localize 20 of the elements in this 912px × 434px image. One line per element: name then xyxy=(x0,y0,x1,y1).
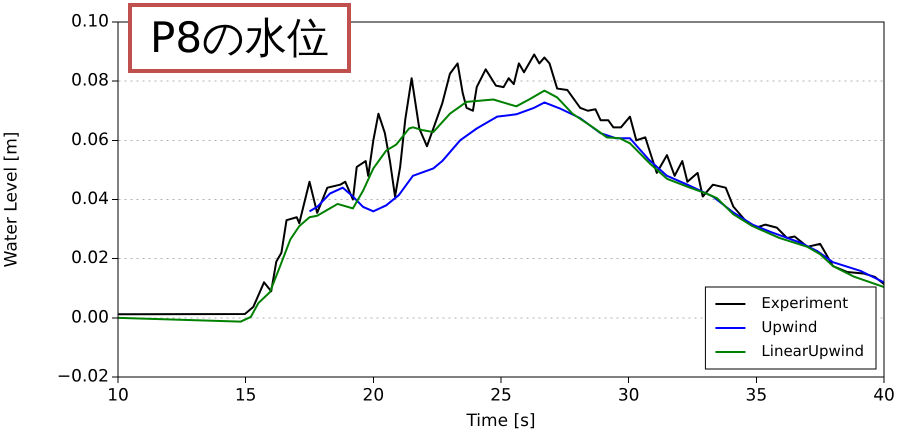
y-tick-label: −0.02 xyxy=(56,366,109,386)
y-tick-label: 0.02 xyxy=(71,248,109,268)
legend-label: LinearUpwind xyxy=(761,342,864,360)
y-tick-label: 0.10 xyxy=(71,11,109,32)
x-tick-label: 30 xyxy=(618,386,640,406)
x-tick-label: 40 xyxy=(873,386,895,406)
x-tick-label: 35 xyxy=(746,386,768,406)
y-tick-label: 0.06 xyxy=(71,130,109,150)
y-tick-label: 0.08 xyxy=(71,70,109,91)
x-tick-label: 20 xyxy=(362,386,384,406)
legend-label: Experiment xyxy=(761,294,848,312)
y-tick-label: 0.04 xyxy=(71,188,109,209)
chart-title: P8の水位 xyxy=(128,3,352,73)
x-axis-title: Time [s] xyxy=(465,411,536,432)
x-tick-label: 10 xyxy=(107,386,129,406)
x-tick-label: 15 xyxy=(234,386,256,406)
legend-label: Upwind xyxy=(761,318,818,336)
y-tick-label: 0.00 xyxy=(71,307,109,328)
x-tick-label: 25 xyxy=(490,386,512,406)
y-axis-title: Water Level [m] xyxy=(2,132,22,268)
